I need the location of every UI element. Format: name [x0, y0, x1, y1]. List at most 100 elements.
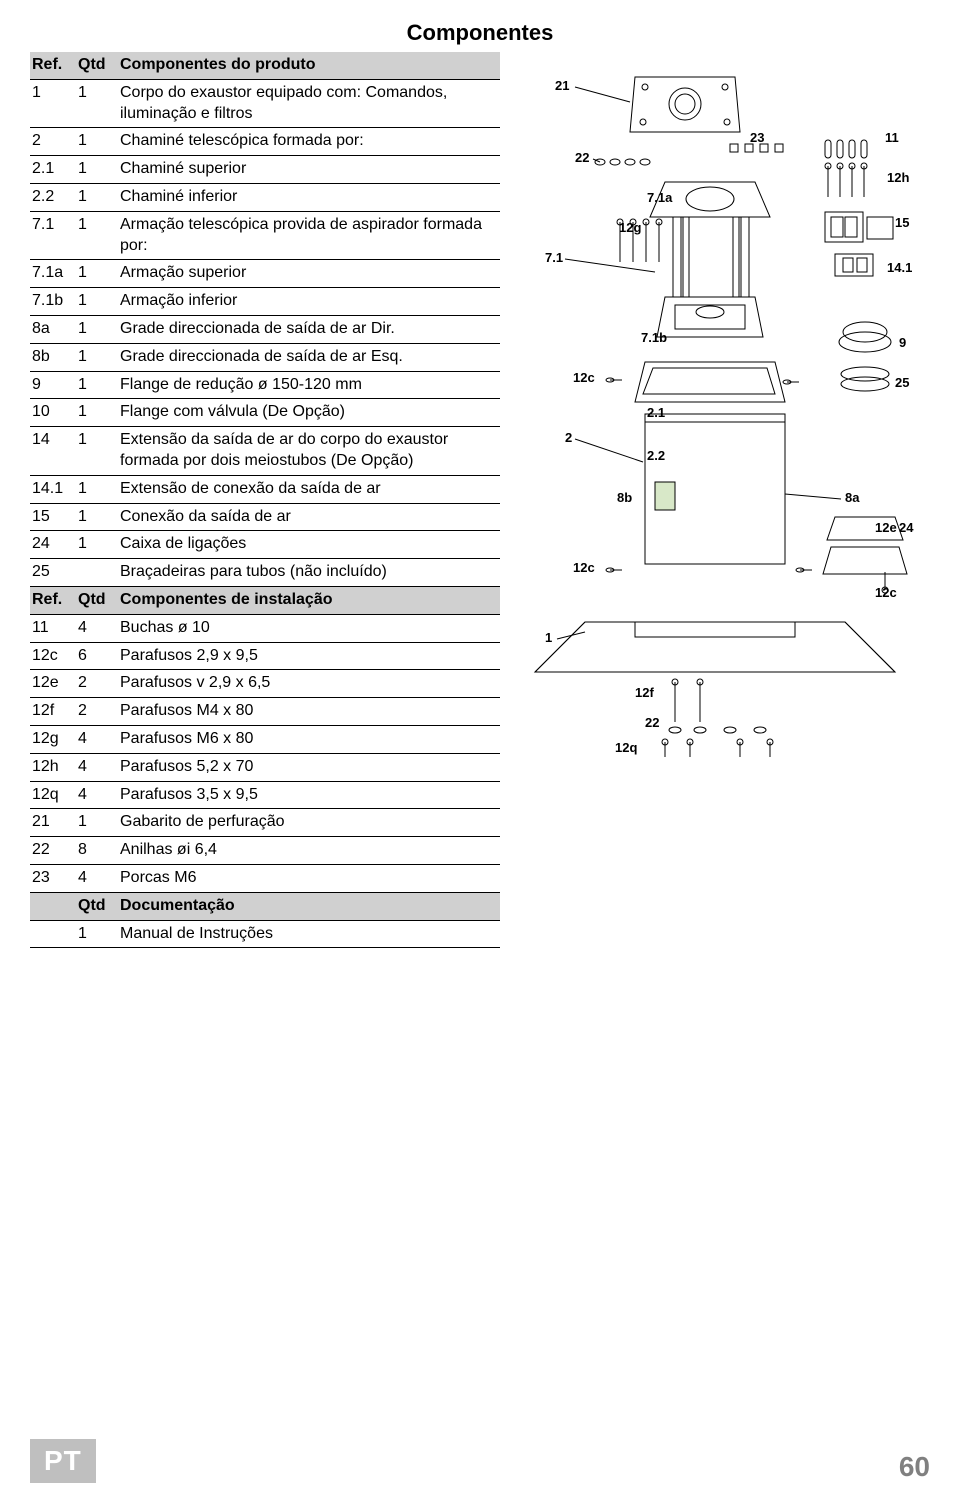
header-ref: Ref. — [30, 586, 76, 614]
cell-desc: Chaminé superior — [118, 156, 500, 184]
table-row: 101Flange com válvula (De Opção) — [30, 399, 500, 427]
cell-desc: Porcas M6 — [118, 864, 500, 892]
diagram-label: 7.1a — [647, 190, 673, 205]
table-row: 8a1Grade direccionada de saída de ar Dir… — [30, 315, 500, 343]
table-section-header: QtdDocumentação — [30, 892, 500, 920]
cell-ref: 23 — [30, 864, 76, 892]
table-row: 12g4Parafusos M6 x 80 — [30, 725, 500, 753]
cell-qtd — [76, 559, 118, 587]
diagram-label: 2.2 — [647, 448, 665, 463]
cell-ref: 2.2 — [30, 183, 76, 211]
cell-ref: 7.1 — [30, 211, 76, 260]
header-ref — [30, 892, 76, 920]
diagram-label: 15 — [895, 215, 909, 230]
cell-desc: Flange de redução ø 150-120 mm — [118, 371, 500, 399]
header-qtd: Qtd — [76, 586, 118, 614]
cell-ref: 25 — [30, 559, 76, 587]
header-desc: Componentes do produto — [118, 52, 500, 79]
cell-qtd: 1 — [76, 211, 118, 260]
diagram-label: 12f — [635, 685, 654, 700]
cell-desc: Parafusos M6 x 80 — [118, 725, 500, 753]
cell-ref: 10 — [30, 399, 76, 427]
diagram-label: 7.1 — [545, 250, 563, 265]
diagram-label: 12c — [573, 370, 595, 385]
cell-desc: Parafusos v 2,9 x 6,5 — [118, 670, 500, 698]
diagram-label: 22 — [575, 150, 589, 165]
diagram-label: 1 — [545, 630, 552, 645]
diagram-label: 12e — [875, 520, 897, 535]
cell-qtd: 1 — [76, 399, 118, 427]
cell-qtd: 4 — [76, 781, 118, 809]
diagram-label: 8a — [845, 490, 860, 505]
cell-qtd: 4 — [76, 725, 118, 753]
cell-ref: 12c — [30, 642, 76, 670]
table-row: 141Extensão da saída de ar do corpo do e… — [30, 427, 500, 476]
page: Componentes Ref.QtdComponentes do produt… — [0, 0, 960, 1503]
cell-desc: Corpo do exaustor equipado com: Comandos… — [118, 79, 500, 128]
diagram-label: 25 — [895, 375, 909, 390]
exploded-diagram-wrapper: 2122231112h7.1a12g157.114.17.1b912c252.1… — [520, 52, 930, 762]
cell-ref: 12h — [30, 753, 76, 781]
cell-desc: Chaminé inferior — [118, 183, 500, 211]
page-title: Componentes — [30, 20, 930, 46]
cell-ref — [30, 920, 76, 948]
cell-desc: Chaminé telescópica formada por: — [118, 128, 500, 156]
cell-ref: 21 — [30, 809, 76, 837]
cell-qtd: 1 — [76, 809, 118, 837]
diagram-label: 24 — [899, 520, 914, 535]
cell-qtd: 1 — [76, 531, 118, 559]
cell-ref: 8a — [30, 315, 76, 343]
header-qtd: Qtd — [76, 52, 118, 79]
table-row: 7.1a1Armação superior — [30, 260, 500, 288]
cell-desc: Grade direccionada de saída de ar Dir. — [118, 315, 500, 343]
table-row: 7.1b1Armação inferior — [30, 288, 500, 316]
cell-ref: 7.1b — [30, 288, 76, 316]
language-badge: PT — [30, 1439, 96, 1483]
table-row: 241Caixa de ligações — [30, 531, 500, 559]
diagram-label: 12c — [875, 585, 897, 600]
cell-qtd: 1 — [76, 343, 118, 371]
cell-ref: 14 — [30, 427, 76, 476]
cell-qtd: 1 — [76, 260, 118, 288]
cell-qtd: 4 — [76, 864, 118, 892]
table-row: 228Anilhas øi 6,4 — [30, 837, 500, 865]
cell-ref: 15 — [30, 503, 76, 531]
diagram-label: 12g — [619, 220, 641, 235]
page-number: 60 — [899, 1451, 930, 1483]
diagram-label: 22 — [645, 715, 659, 730]
diagram-label: 12h — [887, 170, 909, 185]
table-section-header: Ref.QtdComponentes de instalação — [30, 586, 500, 614]
cell-qtd: 2 — [76, 670, 118, 698]
cell-ref: 7.1a — [30, 260, 76, 288]
cell-qtd: 4 — [76, 614, 118, 642]
cell-qtd: 1 — [76, 427, 118, 476]
table-row: 12e2Parafusos v 2,9 x 6,5 — [30, 670, 500, 698]
cell-desc: Manual de Instruções — [118, 920, 500, 948]
cell-ref: 12e — [30, 670, 76, 698]
table-row: 12q4Parafusos 3,5 x 9,5 — [30, 781, 500, 809]
exploded-diagram: 2122231112h7.1a12g157.114.17.1b912c252.1… — [525, 62, 925, 762]
cell-desc: Armação inferior — [118, 288, 500, 316]
header-desc: Componentes de instalação — [118, 586, 500, 614]
table-row: 7.11Armação telescópica provida de aspir… — [30, 211, 500, 260]
components-table: Ref.QtdComponentes do produto11Corpo do … — [30, 52, 500, 948]
cell-ref: 12q — [30, 781, 76, 809]
cell-desc: Caixa de ligações — [118, 531, 500, 559]
cell-desc: Anilhas øi 6,4 — [118, 837, 500, 865]
table-row: 2.11Chaminé superior — [30, 156, 500, 184]
cell-ref: 2.1 — [30, 156, 76, 184]
table-section-header: Ref.QtdComponentes do produto — [30, 52, 500, 79]
cell-qtd: 1 — [76, 475, 118, 503]
cell-qtd: 8 — [76, 837, 118, 865]
table-row: 14.11Extensão de conexão da saída de ar — [30, 475, 500, 503]
cell-ref: 14.1 — [30, 475, 76, 503]
cell-ref: 12f — [30, 698, 76, 726]
diagram-label: 23 — [750, 130, 764, 145]
table-row: 2.21Chaminé inferior — [30, 183, 500, 211]
cell-desc: Gabarito de perfuração — [118, 809, 500, 837]
table-row: 1Manual de Instruções — [30, 920, 500, 948]
diagram-label: 2.1 — [647, 405, 665, 420]
cell-ref: 8b — [30, 343, 76, 371]
diagram-label: 21 — [555, 78, 569, 93]
diagram-label: 11 — [885, 130, 899, 145]
